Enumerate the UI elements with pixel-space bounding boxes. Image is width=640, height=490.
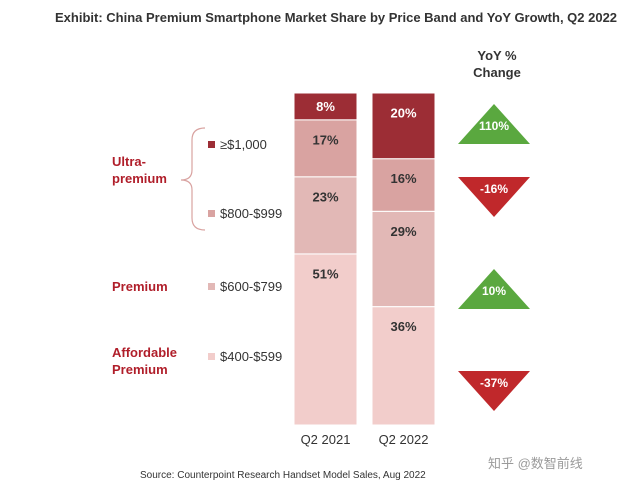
yoy-header-line2: Change <box>473 65 521 80</box>
yoy-triangle-800-999 <box>458 177 530 217</box>
segment-label-q2-2021-400-599: 51% <box>312 267 338 282</box>
group-label-ultra-premium-line1: Ultra- <box>112 154 146 169</box>
x-tick-q2-2022: Q2 2022 <box>379 432 429 447</box>
legend-swatch-600-799 <box>208 283 215 290</box>
segment-label-q2-2021-1-000: 8% <box>316 99 335 114</box>
bar-segment-q2-2021-800-999 <box>293 119 358 178</box>
group-label-affordable-line1: Affordable <box>112 345 177 360</box>
yoy-label-800-999: -16% <box>480 182 508 196</box>
bar-segment-q2-2021-600-799 <box>293 176 358 255</box>
bar-segment-q2-2022-600-799 <box>371 210 436 308</box>
segment-label-q2-2022-400-599: 36% <box>390 319 416 334</box>
segment-label-q2-2022-600-799: 29% <box>390 224 416 239</box>
bar-segment-q2-2022-400-599 <box>371 306 436 426</box>
yoy-triangle-400-599 <box>458 371 530 411</box>
legend-label-800-999: $800-$999 <box>220 206 282 221</box>
yoy-label-600-799: 10% <box>482 284 506 298</box>
legend-label-400-599: $400-$599 <box>220 349 282 364</box>
watermark: 知乎 @数智前线 <box>488 456 583 471</box>
chart-title: Exhibit: China Premium Smartphone Market… <box>55 10 617 25</box>
x-axis-ticks: Q2 2021 Q2 2022 <box>301 432 429 447</box>
segment-label-q2-2022-1-000: 20% <box>390 106 416 121</box>
yoy-indicators: 110% -16% 10% -37% <box>458 104 530 411</box>
source-note: Source: Counterpoint Research Handset Mo… <box>140 470 426 481</box>
bar-segment-q2-2021-1-000 <box>293 92 358 121</box>
group-label-ultra-premium-line2: premium <box>112 171 167 186</box>
yoy-header-line1: YoY % <box>477 48 517 63</box>
bar-segment-q2-2021-400-599 <box>293 253 358 426</box>
yoy-label-1-000: 110% <box>479 119 509 133</box>
group-label-premium: Premium <box>112 279 168 294</box>
x-tick-q2-2021: Q2 2021 <box>301 432 351 447</box>
bar-segment-q2-2022-1-000 <box>371 92 436 160</box>
yoy-triangle-1-000 <box>458 104 530 144</box>
legend-swatch-800-999 <box>208 210 215 217</box>
group-labels: Ultra- premium Premium Affordable Premiu… <box>112 154 177 377</box>
legend-label-1-000: ≥$1,000 <box>220 137 267 152</box>
segment-label-q2-2022-800-999: 16% <box>390 171 416 186</box>
segment-label-q2-2021-800-999: 17% <box>312 132 338 147</box>
legend: ≥$1,000 $800-$999 $600-$799 $400-$599 <box>208 137 282 364</box>
legend-swatch-400-599 <box>208 353 215 360</box>
segment-label-q2-2021-600-799: 23% <box>312 189 338 204</box>
yoy-label-400-599: -37% <box>480 376 508 390</box>
stacked-bars: 51% 23% 17% 8% 36% 29% 16% 20% <box>293 92 436 426</box>
legend-label-600-799: $600-$799 <box>220 279 282 294</box>
bar-segment-q2-2022-800-999 <box>371 158 436 212</box>
ultra-premium-bracket <box>180 127 206 231</box>
yoy-triangle-600-799 <box>458 269 530 309</box>
legend-swatch-1-000 <box>208 141 215 148</box>
group-label-affordable-line2: Premium <box>112 362 168 377</box>
